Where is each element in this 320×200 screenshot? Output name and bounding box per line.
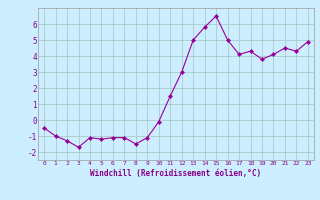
X-axis label: Windchill (Refroidissement éolien,°C): Windchill (Refroidissement éolien,°C) bbox=[91, 169, 261, 178]
